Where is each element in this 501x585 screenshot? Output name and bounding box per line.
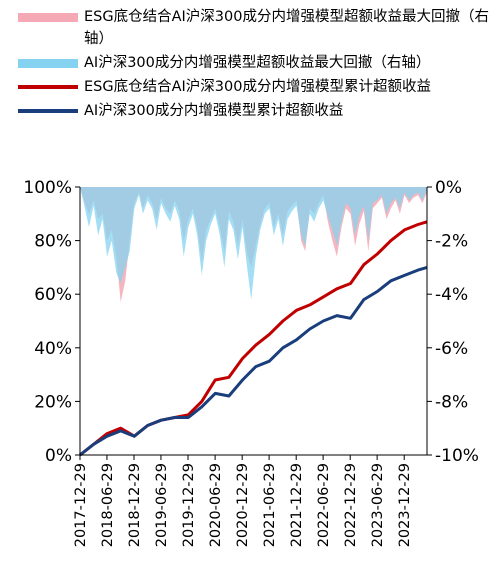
legend-label-esg-drawdown: ESG底仓结合AI沪深300成分内增强模型超额收益最大回撤（右轴）: [84, 9, 489, 47]
legend-label-ai-excess: AI沪深300成分内增强模型累计超额收益: [84, 103, 344, 119]
x-tick-label: 2017-12-29: [73, 463, 89, 547]
y-left-tick-label: 60%: [34, 285, 72, 305]
legend-item-esg-drawdown: ESG底仓结合AI沪深300成分内增强模型超额收益最大回撤（右轴）: [14, 6, 494, 50]
y-left-tick-label: 100%: [23, 178, 72, 198]
y-right-tick-label: -8%: [435, 392, 468, 412]
legend-item-ai-excess: AI沪深300成分内增强模型累计超额收益: [14, 100, 494, 122]
x-tick-label: 2021-06-29: [262, 463, 278, 547]
x-tick-label: 2020-06-29: [208, 463, 224, 547]
x-tick-label: 2019-12-29: [181, 463, 197, 547]
x-tick-label: 2023-12-29: [397, 463, 413, 547]
excess-line-3: [79, 265, 428, 457]
y-right-tick-label: -4%: [435, 285, 468, 305]
chart-legend: ESG底仓结合AI沪深300成分内增强模型超额收益最大回撤（右轴） AI沪深30…: [14, 6, 494, 124]
x-tick-label: 2018-12-29: [127, 463, 143, 547]
x-tick-label: 2023-06-29: [370, 463, 386, 547]
y-left-tick-label: 40%: [34, 339, 72, 359]
y-right-tick-label: -2%: [435, 232, 468, 252]
legend-swatch-ai-drawdown: [18, 59, 78, 68]
x-tick-label: 2022-12-29: [343, 463, 359, 547]
y-left-tick-label: 0%: [45, 446, 72, 466]
y-right-tick-label: -10%: [435, 446, 479, 466]
x-tick-label: 2019-06-29: [154, 463, 170, 547]
legend-swatch-esg-drawdown: [18, 13, 78, 22]
y-left-tick-label: 80%: [34, 232, 72, 252]
drawdown-area-1: [80, 187, 427, 300]
y-right-tick-label: -6%: [435, 339, 468, 359]
legend-label-esg-excess: ESG底仓结合AI沪深300成分内增强模型累计超额收益: [84, 79, 431, 95]
legend-swatch-ai-excess: [18, 109, 78, 113]
y-left-tick-label: 20%: [34, 392, 72, 412]
legend-swatch-esg-excess: [18, 85, 78, 89]
x-tick-label: 2022-06-29: [316, 463, 332, 547]
legend-item-esg-excess: ESG底仓结合AI沪深300成分内增强模型累计超额收益: [14, 76, 494, 98]
x-tick-label: 2021-12-29: [289, 463, 305, 547]
x-tick-label: 2020-12-29: [235, 463, 251, 547]
legend-item-ai-drawdown: AI沪深300成分内增强模型超额收益最大回撤（右轴）: [14, 52, 494, 74]
x-tick-label: 2018-06-29: [100, 463, 116, 547]
legend-label-ai-drawdown: AI沪深300成分内增强模型超额收益最大回撤（右轴）: [84, 55, 431, 71]
y-right-tick-label: 0%: [435, 178, 462, 198]
